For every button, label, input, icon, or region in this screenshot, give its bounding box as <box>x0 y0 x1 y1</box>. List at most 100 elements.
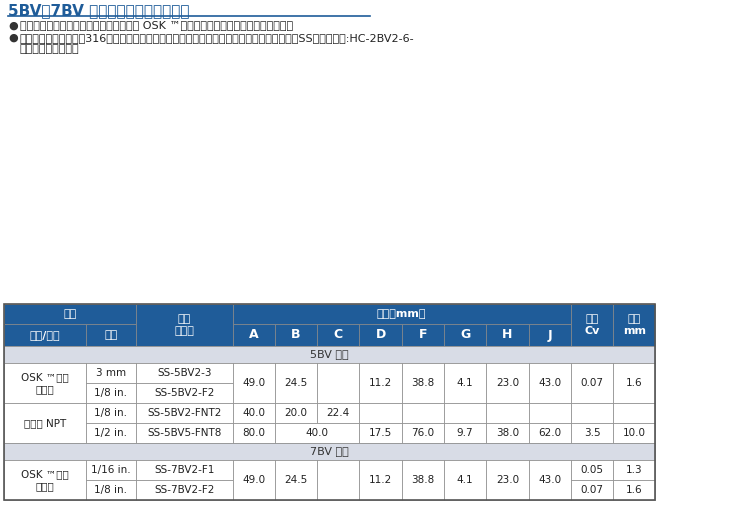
Bar <box>4 324 86 346</box>
Bar <box>136 304 232 346</box>
Text: 尺寸仅供参考，可能有变动。所示尺寸是 OSK ™卡套管接头螺母用手指拧紧时的尺寸。: 尺寸仅供参考，可能有变动。所示尺寸是 OSK ™卡套管接头螺母用手指拧紧时的尺寸… <box>20 21 293 31</box>
Bar <box>86 423 136 443</box>
Bar <box>136 363 232 383</box>
Text: H: H <box>503 329 513 342</box>
Text: 49.0: 49.0 <box>242 475 266 485</box>
Text: 38.8: 38.8 <box>411 475 434 485</box>
Text: 3 mm: 3 mm <box>96 368 126 378</box>
Bar <box>444 324 486 346</box>
Text: 23.0: 23.0 <box>496 475 519 485</box>
Bar <box>571 304 614 346</box>
Bar <box>359 460 402 500</box>
Text: OSK ™卡套
管接头: OSK ™卡套 管接头 <box>21 469 69 491</box>
Bar <box>274 324 317 346</box>
Text: ●: ● <box>8 21 18 31</box>
Bar <box>402 363 444 403</box>
Text: SS-7BV2-F2: SS-7BV2-F2 <box>154 485 214 495</box>
Text: 43.0: 43.0 <box>538 378 561 388</box>
Text: 38.8: 38.8 <box>411 378 434 388</box>
Text: 1/16 in.: 1/16 in. <box>91 465 130 475</box>
Bar <box>274 363 317 403</box>
Bar <box>486 460 529 500</box>
Text: SS-5BV5-FNT8: SS-5BV5-FNT8 <box>147 428 221 438</box>
Text: C: C <box>334 329 343 342</box>
Bar <box>614 423 656 443</box>
Bar <box>86 363 136 383</box>
Bar <box>232 363 274 403</box>
Bar <box>402 324 444 346</box>
Bar <box>402 460 444 500</box>
Text: 1.6: 1.6 <box>626 378 643 388</box>
Bar <box>571 480 614 500</box>
Text: 内螺纹 NPT: 内螺纹 NPT <box>24 418 66 428</box>
Text: 尺寸: 尺寸 <box>104 330 118 340</box>
Text: 24.5: 24.5 <box>284 378 308 388</box>
Bar <box>571 403 614 423</box>
Bar <box>232 460 274 500</box>
Bar <box>571 460 614 480</box>
Text: 孔径
mm: 孔径 mm <box>622 314 646 336</box>
Bar <box>317 460 359 500</box>
Text: 0.07: 0.07 <box>580 378 604 388</box>
Bar <box>317 363 359 403</box>
Bar <box>274 403 317 423</box>
Text: 17.5: 17.5 <box>369 428 392 438</box>
Bar <box>232 324 274 346</box>
Text: SS-7BV2-F1: SS-7BV2-F1 <box>154 465 214 475</box>
Bar <box>4 363 86 403</box>
Bar <box>359 363 402 403</box>
Bar <box>614 363 656 403</box>
Text: F: F <box>419 329 427 342</box>
Bar <box>486 363 529 403</box>
Text: SS-5BV2-F2: SS-5BV2-F2 <box>154 388 214 398</box>
Text: 1.6: 1.6 <box>626 485 643 495</box>
Text: 9.7: 9.7 <box>457 428 473 438</box>
Bar <box>4 460 86 500</box>
Text: 1.3: 1.3 <box>626 465 643 475</box>
Bar <box>86 383 136 403</box>
Bar <box>4 304 656 500</box>
Bar <box>529 363 571 403</box>
Text: 4.1: 4.1 <box>457 378 473 388</box>
Bar <box>86 403 136 423</box>
Bar <box>571 423 614 443</box>
Bar <box>402 423 444 443</box>
Bar <box>232 403 274 423</box>
Bar <box>232 423 274 443</box>
Text: 23.0: 23.0 <box>496 378 519 388</box>
Bar <box>402 403 444 423</box>
Text: 1/8 in.: 1/8 in. <box>94 388 128 398</box>
Text: 入口/出口: 入口/出口 <box>29 330 60 340</box>
Text: 7BV 系列: 7BV 系列 <box>310 446 349 456</box>
Bar <box>136 423 232 443</box>
Bar <box>529 324 571 346</box>
Bar <box>136 383 232 403</box>
Text: 20.0: 20.0 <box>284 408 308 418</box>
Text: 基本
订购号: 基本 订购号 <box>174 314 194 336</box>
Text: OSK ™卡套
管接头: OSK ™卡套 管接头 <box>21 372 69 394</box>
Text: 流量
Cv: 流量 Cv <box>584 314 600 336</box>
Text: 49.0: 49.0 <box>242 378 266 388</box>
Bar <box>444 403 486 423</box>
Text: 11.2: 11.2 <box>369 378 392 388</box>
Text: D: D <box>376 329 386 342</box>
Bar <box>136 480 232 500</box>
Bar <box>571 363 614 403</box>
Text: 4.1: 4.1 <box>457 475 473 485</box>
Text: 10.0: 10.0 <box>622 428 646 438</box>
Text: 22.4: 22.4 <box>327 408 350 418</box>
Text: 1/8 in.: 1/8 in. <box>94 408 128 418</box>
Text: 76.0: 76.0 <box>411 428 434 438</box>
Bar <box>86 460 136 480</box>
Bar <box>4 346 656 363</box>
Bar <box>232 304 571 324</box>
Bar <box>359 403 402 423</box>
Text: G: G <box>460 329 470 342</box>
Text: 24.5: 24.5 <box>284 475 308 485</box>
Bar <box>529 460 571 500</box>
Text: 基本订购号指定材质为316不锈钢。选择特殊材质时，在基本订购号中用相应的材质代码取代SS即可。示例:HC-2BV2-6-: 基本订购号指定材质为316不锈钢。选择特殊材质时，在基本订购号中用相应的材质代码… <box>20 33 415 43</box>
Text: 40.0: 40.0 <box>242 408 266 418</box>
Text: 端接: 端接 <box>64 309 76 319</box>
Text: SS-5BV2-3: SS-5BV2-3 <box>157 368 212 378</box>
Bar <box>274 460 317 500</box>
